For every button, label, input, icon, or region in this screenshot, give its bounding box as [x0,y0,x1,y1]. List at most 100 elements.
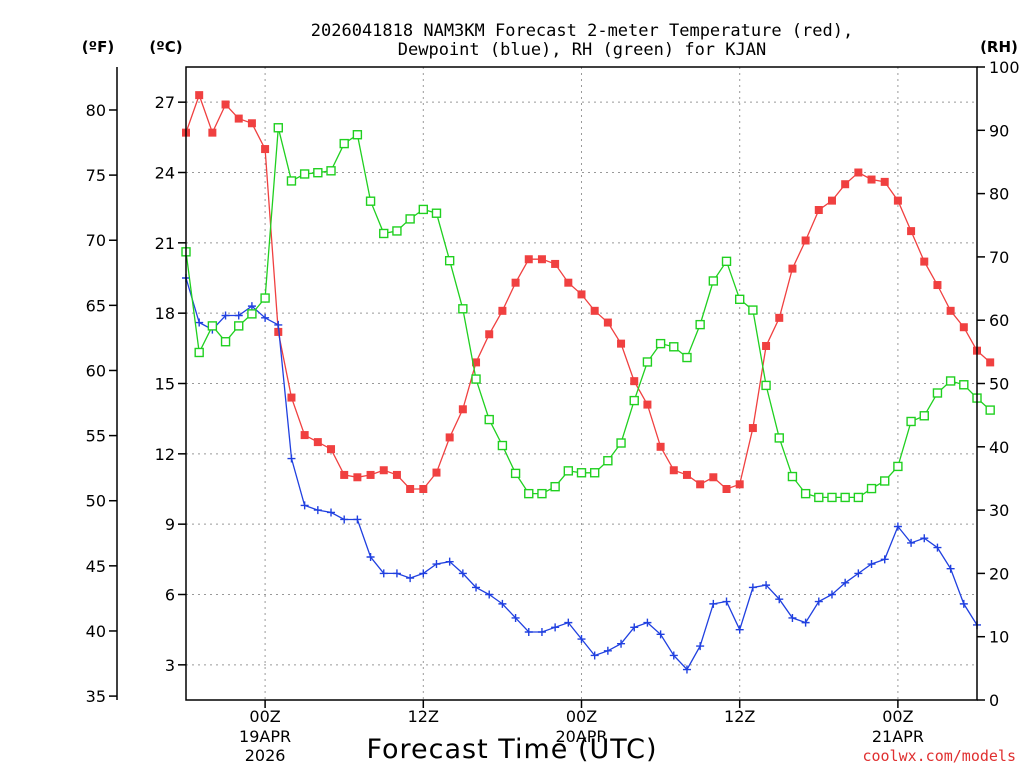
temperature-point [564,278,573,287]
rh-point [748,305,758,315]
label-layer: 2026041818 NAM3KM Forecast 2-meter Tempe… [82,21,1018,765]
rh-point [959,380,969,390]
dewpoint-point [643,618,652,627]
chart-title-line2: Dewpoint (blue), RH (green) for KJAN [398,40,766,60]
rh-point [853,492,864,503]
dewpoint-point [814,597,823,606]
dewpoint-point [775,595,784,604]
rh-point [735,294,745,305]
temperature-point [300,431,309,440]
temperature-point [221,100,230,109]
dewpoint-point [603,646,612,655]
fahrenheit-tick-label: 80 [86,101,106,120]
temperature-point [854,168,863,177]
rh-point [880,476,890,486]
rh-tick-label: 0 [989,691,999,710]
temperature-point [630,377,639,386]
time-tick-year: 2026 [245,746,286,765]
temperature-point [287,393,296,402]
rh-point [589,468,600,478]
grid-layer [186,67,977,700]
temperature-point [617,339,626,348]
temperature-point [419,485,428,493]
dewpoint-point [313,506,322,515]
temperature-point [696,480,705,489]
temperature-point [353,473,362,482]
temperature-point [511,278,520,287]
rh-tick-label: 10 [989,628,1009,647]
rh-tick-label: 70 [989,248,1009,267]
time-tick-label: 12Z [408,707,439,726]
dewpoint-point [656,630,665,639]
dewpoint-point [511,613,520,622]
fahrenheit-tick-label: 60 [86,361,106,380]
rh-point [866,483,877,494]
fahrenheit-tick-label: 55 [86,427,106,446]
rh-point [444,255,455,266]
rh-point [814,492,824,503]
dewpoint-point [234,311,243,320]
time-tick-label: 12Z [724,707,755,726]
temperature-point [234,114,243,123]
celsius-tick-label: 6 [165,586,175,605]
dewpoint-point [353,515,362,524]
series-layer [181,91,995,674]
rh-point [392,226,402,236]
rh-point [708,276,719,286]
temperature-point [485,330,494,339]
dewpoint-point [590,651,599,660]
rh-tick-label: 60 [989,311,1009,330]
fahrenheit-tick-label: 45 [86,557,106,576]
dewpoint-point [722,597,731,606]
dewpoint-point [801,618,810,627]
dewpoint-point [696,642,705,651]
dewpoint-point [682,665,691,674]
temperature-point [195,91,204,100]
rh-point [405,214,415,224]
rh-point [682,352,692,363]
time-tick-date: 19APR [239,727,291,746]
dewpoint-point [933,543,942,552]
temperature-point [590,306,599,315]
rh-point [418,204,428,215]
temperature-point [682,470,691,479]
dewpoint-point [247,302,256,311]
rh-point [194,347,204,358]
rh-point [563,466,574,476]
rh-point [840,492,850,503]
dewpoint-point [327,508,336,517]
rh-point [721,256,732,267]
rh-point [326,166,336,176]
temperature-point [551,259,560,268]
axis-layer: 3 6 9 12 15 18 21 24 27 35 40 45 50 55 60 65 70 75 80 0 10 20… [86,58,1020,765]
celsius-tick-label: 15 [155,375,175,394]
dewpoint-point [748,583,757,592]
time-tick-label: 00Z [882,707,913,726]
temperature-point [775,313,784,322]
temperature-point [472,358,481,367]
dewpoint-point [485,590,494,599]
dewpoint-point [827,590,836,599]
temperature-point [867,175,876,184]
rh-point [234,321,244,331]
rh-point [919,411,929,421]
rh-tick-label: 20 [989,564,1009,583]
rh-point [510,468,521,479]
rh-point [695,319,705,330]
dewpoint-point [300,501,309,510]
chart-title-line1: 2026041818 NAM3KM Forecast 2-meter Tempe… [311,21,853,41]
rh-point [655,338,666,349]
temperature-line [185,93,991,490]
temperature-point [247,119,256,128]
time-tick-label: 00Z [566,707,597,726]
dewpoint-point [564,618,573,627]
dewpoint-point [893,522,902,531]
rh-point [932,388,943,398]
temperature-point [261,145,270,154]
temperature-point [907,227,916,236]
dewpoint-point [735,625,744,634]
x-axis-label: Forecast Time (UTC) [366,734,657,765]
rh-point [273,123,283,133]
celsius-tick-label: 21 [155,234,175,253]
rh-point [774,433,784,443]
